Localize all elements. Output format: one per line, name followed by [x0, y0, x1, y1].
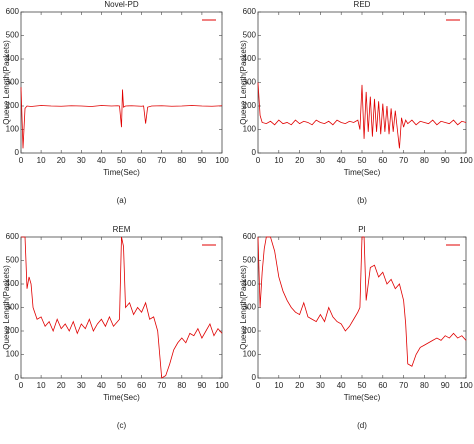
data-line: [20, 87, 223, 149]
x-tick-label: 30: [316, 381, 325, 390]
chart-title: PI: [358, 225, 366, 234]
x-tick-label: 10: [274, 381, 283, 390]
x-tick-label: 50: [358, 156, 367, 165]
y-tick-label: 300: [243, 78, 257, 87]
y-axis-label: Queue Length(Packets): [239, 40, 248, 125]
x-tick-label: 70: [157, 381, 166, 390]
y-tick-label: 600: [243, 7, 257, 16]
data-line: [257, 236, 467, 367]
y-tick-label: 0: [15, 373, 20, 382]
y-axis-label: Queue Length(Packets): [239, 265, 248, 350]
y-tick-label: 100: [243, 350, 257, 359]
x-tick-label: 20: [57, 156, 66, 165]
plot-frame: [20, 11, 223, 154]
x-tick-label: 0: [256, 156, 261, 165]
x-axis-label: Time(Sec): [344, 168, 381, 177]
y-tick-label: 200: [6, 101, 20, 110]
x-tick-label: 60: [378, 156, 387, 165]
x-tick-label: 40: [337, 381, 346, 390]
y-tick-label: 0: [252, 373, 257, 382]
x-tick-label: 100: [459, 156, 473, 165]
y-tick-label: 400: [243, 54, 257, 63]
x-tick-label: 10: [37, 156, 46, 165]
x-tick-label: 30: [77, 381, 86, 390]
x-tick-label: 50: [358, 381, 367, 390]
caption: (c): [117, 421, 127, 430]
x-tick-label: 40: [337, 156, 346, 165]
y-axis-label: Queue Length(Packets): [2, 265, 11, 350]
x-tick-label: 100: [215, 381, 229, 390]
y-tick-label: 100: [6, 350, 20, 359]
x-tick-label: 50: [117, 156, 126, 165]
y-tick-label: 300: [243, 303, 257, 312]
y-tick-label: 100: [6, 125, 20, 134]
x-tick-label: 100: [459, 381, 473, 390]
y-tick-label: 200: [6, 326, 20, 335]
x-tick-label: 10: [274, 156, 283, 165]
x-tick-label: 90: [441, 156, 450, 165]
y-tick-label: 600: [6, 7, 20, 16]
x-tick-label: 0: [19, 156, 24, 165]
x-tick-label: 80: [420, 156, 429, 165]
caption: (d): [357, 421, 367, 430]
x-tick-label: 20: [295, 381, 304, 390]
plot-frame: [257, 236, 467, 379]
x-tick-label: 40: [97, 156, 106, 165]
y-tick-label: 300: [6, 78, 20, 87]
x-axis-label: Time(Sec): [344, 393, 381, 402]
x-tick-label: 50: [117, 381, 126, 390]
x-tick-label: 90: [441, 381, 450, 390]
x-tick-label: 90: [197, 381, 206, 390]
x-tick-label: 20: [57, 381, 66, 390]
data-line: [257, 82, 467, 149]
x-tick-label: 90: [197, 156, 206, 165]
y-axis-label: Queue Length(Packets): [2, 40, 11, 125]
x-tick-label: 70: [157, 156, 166, 165]
plot-frame: [20, 236, 223, 379]
x-axis-label: Time(Sec): [103, 168, 140, 177]
y-tick-label: 400: [6, 54, 20, 63]
caption: (a): [117, 196, 127, 205]
y-tick-label: 100: [243, 125, 257, 134]
y-tick-label: 0: [15, 148, 20, 157]
y-tick-label: 200: [243, 326, 257, 335]
x-tick-label: 60: [137, 381, 146, 390]
y-tick-label: 500: [243, 256, 257, 265]
y-tick-label: 500: [6, 31, 20, 40]
x-tick-label: 40: [97, 381, 106, 390]
x-tick-label: 20: [295, 156, 304, 165]
y-tick-label: 0: [252, 148, 257, 157]
x-tick-label: 80: [420, 381, 429, 390]
x-tick-label: 0: [19, 381, 24, 390]
x-tick-label: 0: [256, 381, 261, 390]
chart-title: REM: [113, 225, 131, 234]
y-tick-label: 500: [6, 256, 20, 265]
x-tick-label: 60: [137, 156, 146, 165]
plot-frame: [257, 11, 467, 154]
x-tick-label: 60: [378, 381, 387, 390]
chart-title: Novel-PD: [104, 0, 138, 9]
y-tick-label: 300: [6, 303, 20, 312]
x-axis-label: Time(Sec): [103, 393, 140, 402]
x-tick-label: 70: [399, 381, 408, 390]
y-tick-label: 600: [6, 232, 20, 241]
data-line: [21, 236, 223, 379]
x-tick-label: 30: [316, 156, 325, 165]
x-tick-label: 80: [177, 381, 186, 390]
caption: (b): [357, 196, 367, 205]
x-tick-label: 80: [177, 156, 186, 165]
y-tick-label: 200: [243, 101, 257, 110]
x-tick-label: 30: [77, 156, 86, 165]
y-tick-label: 400: [6, 279, 20, 288]
chart-title: RED: [354, 0, 371, 9]
y-tick-label: 500: [243, 31, 257, 40]
x-tick-label: 10: [37, 381, 46, 390]
y-tick-label: 600: [243, 232, 257, 241]
x-tick-label: 100: [215, 156, 229, 165]
x-tick-label: 70: [399, 156, 408, 165]
y-tick-label: 400: [243, 279, 257, 288]
